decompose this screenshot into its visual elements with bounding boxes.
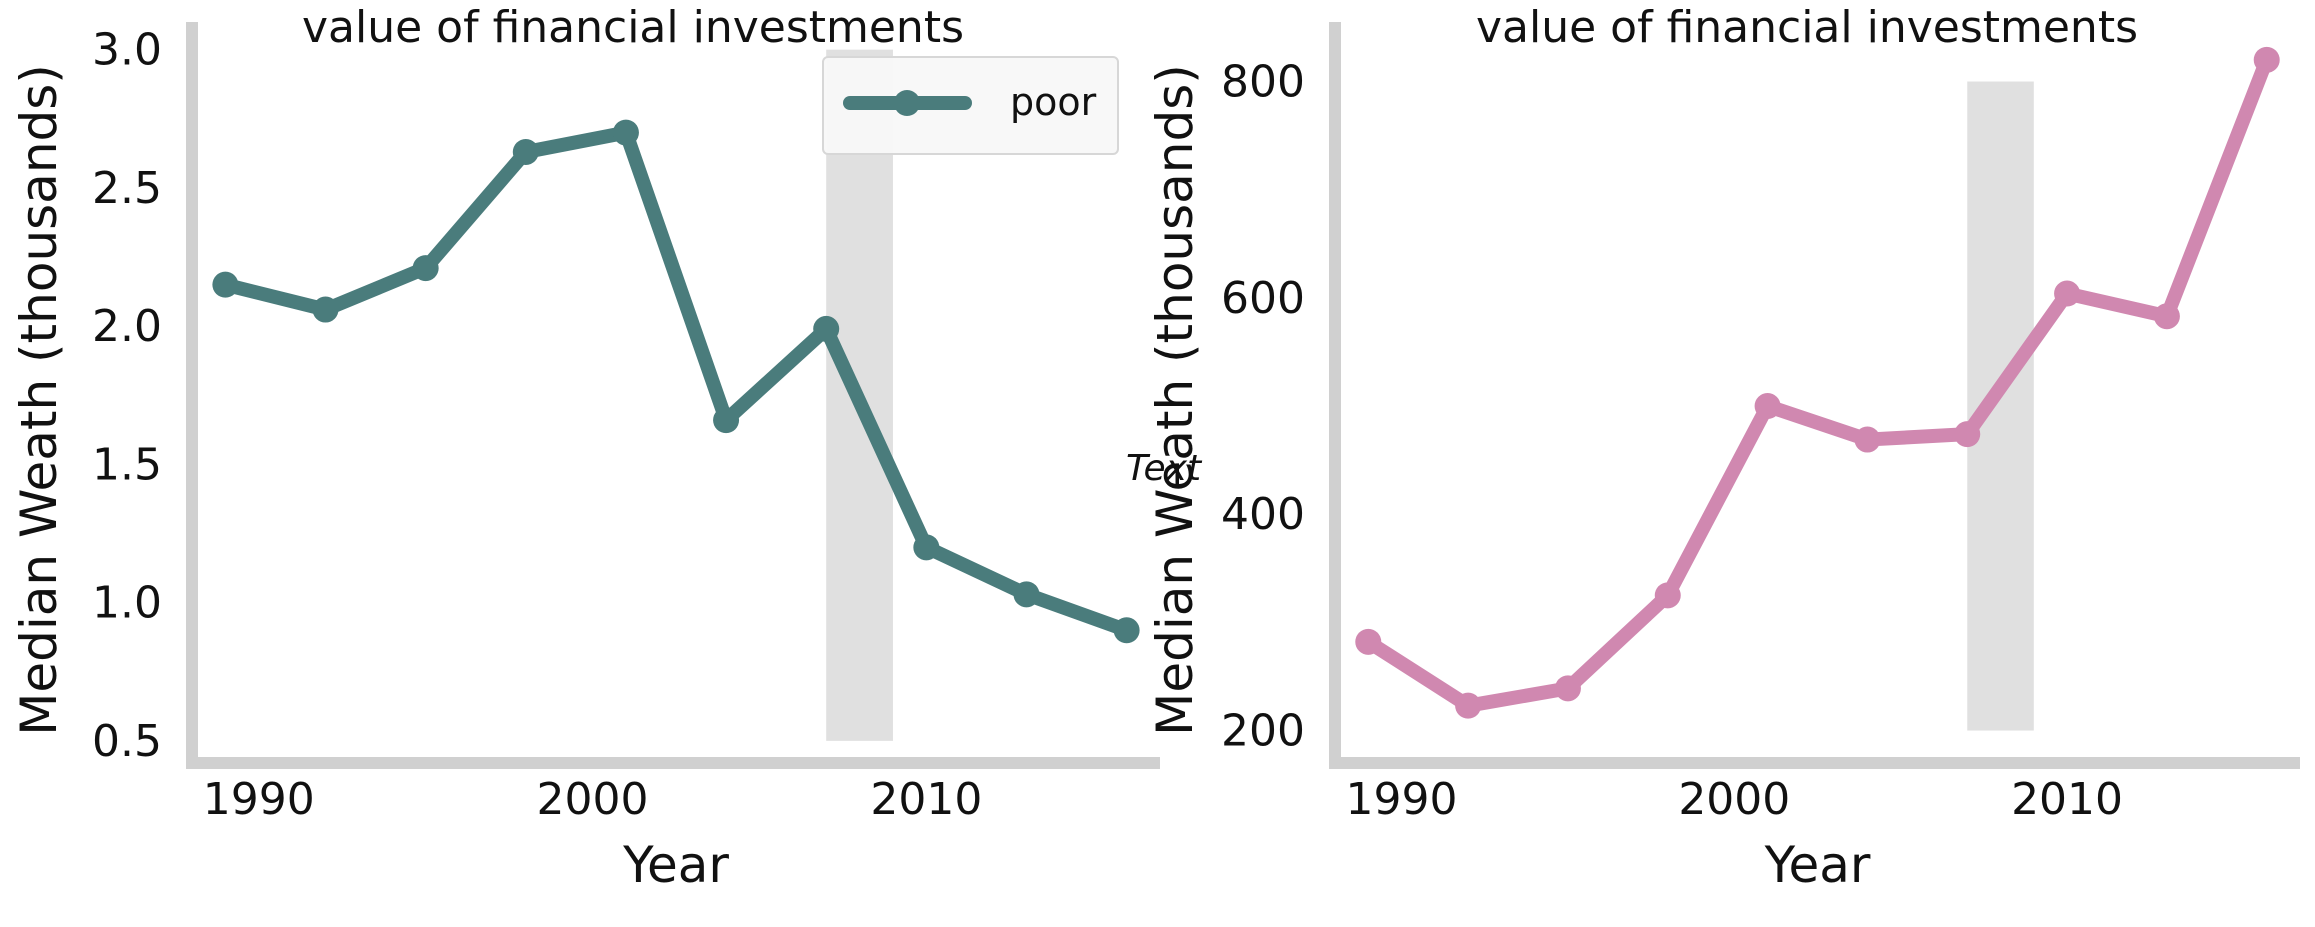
legend-label: poor xyxy=(1010,80,1097,124)
right-chart-panel: 200 400 600 800 1990 2000 2010 value of financi… xyxy=(1146,2,2300,894)
chart-title: value of financial investments xyxy=(302,2,964,53)
data-point xyxy=(1654,582,1681,609)
data-point xyxy=(1854,426,1881,453)
x-tick-label: 1990 xyxy=(203,774,315,825)
y-tick-label: 1.5 xyxy=(92,439,162,490)
x-tick-label: 2010 xyxy=(870,774,982,825)
data-point xyxy=(1954,421,1981,448)
data-point xyxy=(212,271,239,298)
data-point xyxy=(612,119,639,146)
series-line xyxy=(218,125,1134,638)
data-point xyxy=(2153,303,2180,330)
y-tick-label: 3.0 xyxy=(92,25,162,76)
y-tick-label: 400 xyxy=(1221,489,1305,540)
legend-marker xyxy=(894,90,920,116)
data-point xyxy=(2253,46,2280,73)
x-tick-label: 2010 xyxy=(2011,774,2123,825)
floating-text-annotation: Text xyxy=(1126,448,1203,489)
data-point xyxy=(412,255,439,282)
y-axis-label: Median Weath (thousands) xyxy=(10,64,68,736)
y-tick-label: 200 xyxy=(1221,706,1305,757)
data-point xyxy=(512,138,539,165)
y-tick-label: 600 xyxy=(1221,273,1305,324)
data-point xyxy=(2054,280,2081,307)
data-point xyxy=(1554,675,1581,702)
x-tick-label: 2000 xyxy=(1678,774,1790,825)
y-tick-label: 1.0 xyxy=(92,578,162,629)
data-point xyxy=(813,315,840,342)
y-tick-label: 2.0 xyxy=(92,301,162,352)
data-point xyxy=(1355,628,1382,655)
data-point xyxy=(1455,692,1482,719)
data-point xyxy=(1113,617,1140,644)
data-point xyxy=(713,407,740,434)
legend: poor xyxy=(822,56,1119,155)
x-tick-label: 2000 xyxy=(537,774,649,825)
x-axis-label: Year xyxy=(1764,836,1871,894)
data-point xyxy=(913,534,940,561)
data-point xyxy=(1013,581,1040,608)
y-axis-label: Median Weath (thousands) xyxy=(1146,64,1204,736)
y-tick-label: 0.5 xyxy=(92,716,162,767)
shaded-period-band xyxy=(1967,81,2034,731)
chart-title: value of financial investments xyxy=(1476,2,2138,53)
x-tick-label: 1990 xyxy=(1346,774,1458,825)
left-chart-panel: 0.5 1.0 1.5 2.0 2.5 3.0 1990 2000 2010 value of f… xyxy=(10,2,1160,894)
data-point xyxy=(312,296,339,323)
y-tick-label: 2.5 xyxy=(92,163,162,214)
data-point xyxy=(1754,393,1781,420)
series-line xyxy=(1361,52,2274,713)
x-axis-label: Year xyxy=(622,836,729,894)
y-tick-label: 800 xyxy=(1221,56,1305,107)
